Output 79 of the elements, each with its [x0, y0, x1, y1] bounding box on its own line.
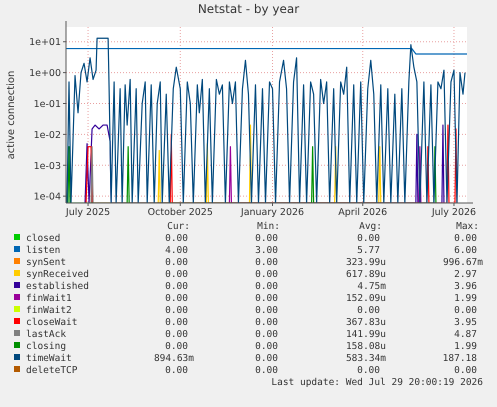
text: 0.00: [165, 305, 188, 316]
text: 367.83u: [346, 317, 386, 328]
text: Last update: Wed Jul 29 20:00:19 2026: [271, 377, 484, 388]
x-tick-label: January 2026: [240, 207, 304, 218]
x-tick-label: July 2026: [430, 207, 476, 218]
legend-label: closed: [26, 233, 60, 244]
text: 583.34m: [346, 353, 386, 364]
text: 0.00: [165, 257, 188, 268]
text: Cur:: [167, 221, 190, 232]
text: 6.00: [454, 245, 478, 256]
text: 158.08u: [346, 341, 386, 352]
text: 0.00: [165, 329, 188, 340]
text: 0.00: [255, 365, 278, 376]
text: 187.18: [442, 353, 478, 364]
legend-label: timeWait: [26, 353, 72, 364]
y-tick-label: 1e-02: [34, 130, 61, 141]
text: 1.99: [454, 341, 478, 352]
legend-label: lastAck: [26, 329, 66, 340]
text: 0.00: [454, 365, 478, 376]
text: 0.00: [255, 341, 278, 352]
y-tick-label: 1e+00: [29, 68, 61, 80]
text: 3.95: [454, 317, 477, 328]
text: 3.00: [255, 245, 278, 256]
text: 1.99: [454, 293, 478, 304]
text: 0.00: [255, 305, 278, 316]
y-axis-title: active connection: [6, 70, 17, 160]
text: 4.75m: [357, 281, 386, 292]
text: 0.00: [255, 233, 278, 244]
text: 0.00: [454, 233, 478, 244]
text: 0.00: [357, 305, 380, 316]
x-tick-label: April 2026: [338, 207, 388, 218]
text: Max:: [456, 221, 479, 232]
text: 0.00: [255, 317, 278, 328]
text: 0.00: [165, 233, 188, 244]
text: 0.00: [165, 341, 188, 352]
x-tick-label: October 2025: [148, 207, 213, 218]
text: Min:: [257, 221, 280, 232]
y-tick-label: 1e+01: [29, 37, 61, 48]
text: 0.00: [357, 365, 380, 376]
text: Avg:: [359, 221, 382, 232]
line-series: [66, 38, 466, 203]
text: 4.00: [165, 245, 188, 256]
legend-label: finWait2: [26, 305, 72, 316]
text: 0.00: [357, 233, 380, 244]
text: 0.00: [255, 281, 278, 292]
chart-title: Netstat - by year: [198, 2, 300, 16]
text: 2.97: [454, 269, 477, 280]
legend-label: finWait1: [26, 293, 72, 304]
text: 0.00: [454, 305, 478, 316]
text: 0.00: [255, 269, 278, 280]
text: 996.67m: [442, 257, 484, 268]
text: 617.89u: [346, 269, 386, 280]
y-tick-label: 1e-03: [34, 160, 61, 172]
text: 0.00: [165, 281, 188, 292]
legend-label: closeWait: [26, 317, 78, 328]
text: 3.96: [454, 281, 478, 292]
text: 894.63m: [154, 353, 194, 364]
text: 5.77: [357, 245, 380, 256]
text: 4.87: [454, 329, 477, 340]
y-tick-label: 1e-01: [34, 99, 61, 110]
text: 0.00: [165, 293, 188, 304]
legend-label: listen: [26, 245, 60, 256]
legend-label: deleteTCP: [26, 365, 78, 376]
text: 0.00: [165, 365, 188, 376]
text: 0.00: [255, 329, 278, 340]
text: 0.00: [165, 269, 188, 280]
text: 323.99u: [346, 257, 386, 268]
legend-label: synReceived: [26, 269, 89, 280]
text: 141.99u: [346, 329, 386, 340]
x-tick-label: July 2025: [64, 207, 110, 218]
text: 0.00: [255, 293, 278, 304]
legend-label: synSent: [26, 257, 66, 268]
y-tick-label: 1e-04: [34, 192, 61, 203]
text: 0.00: [255, 257, 278, 268]
text: 0.00: [255, 353, 278, 364]
legend-label: closing: [26, 341, 66, 352]
text: 0.00: [165, 317, 188, 328]
legend-label: established: [26, 281, 89, 292]
text: 152.09u: [346, 293, 386, 304]
